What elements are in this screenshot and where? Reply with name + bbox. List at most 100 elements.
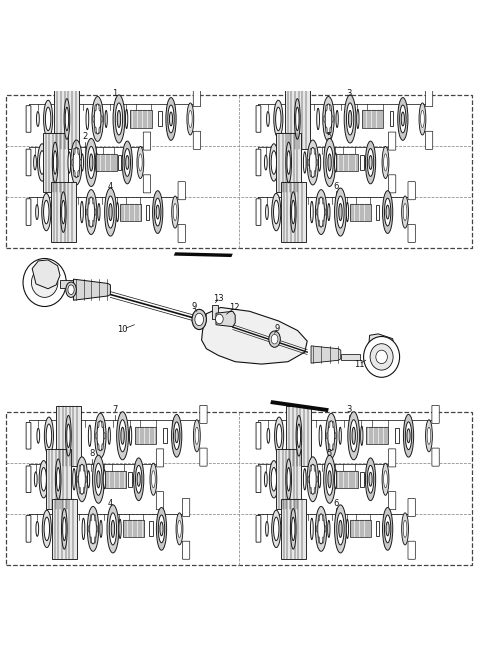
Text: 11: 11	[354, 360, 364, 369]
Ellipse shape	[95, 413, 106, 458]
Ellipse shape	[192, 309, 206, 330]
Bar	[118, 155, 121, 170]
Ellipse shape	[314, 171, 316, 176]
Ellipse shape	[68, 152, 71, 173]
Ellipse shape	[369, 155, 372, 169]
Ellipse shape	[333, 444, 334, 450]
Ellipse shape	[66, 416, 72, 456]
Ellipse shape	[319, 425, 322, 446]
Ellipse shape	[272, 194, 281, 231]
Ellipse shape	[96, 153, 97, 172]
Ellipse shape	[119, 420, 126, 451]
Ellipse shape	[315, 506, 327, 551]
FancyBboxPatch shape	[256, 106, 261, 132]
Ellipse shape	[155, 198, 161, 226]
Ellipse shape	[328, 204, 330, 221]
Ellipse shape	[303, 152, 306, 173]
Ellipse shape	[330, 104, 331, 111]
Ellipse shape	[124, 149, 131, 176]
Ellipse shape	[195, 313, 204, 326]
Ellipse shape	[386, 205, 389, 219]
Ellipse shape	[316, 476, 318, 483]
Ellipse shape	[324, 209, 326, 215]
Bar	[163, 428, 167, 444]
FancyBboxPatch shape	[408, 541, 415, 559]
Text: 3: 3	[347, 89, 352, 98]
Ellipse shape	[316, 525, 318, 532]
Ellipse shape	[90, 537, 92, 543]
Ellipse shape	[352, 427, 355, 444]
Ellipse shape	[37, 143, 47, 181]
Polygon shape	[216, 311, 235, 327]
Ellipse shape	[137, 147, 144, 178]
Bar	[56, 406, 81, 466]
Text: 9: 9	[192, 302, 196, 311]
Ellipse shape	[276, 424, 282, 447]
Ellipse shape	[105, 188, 117, 236]
Ellipse shape	[93, 455, 104, 503]
Ellipse shape	[107, 196, 114, 228]
Ellipse shape	[42, 194, 51, 231]
Text: 4: 4	[108, 498, 113, 508]
Ellipse shape	[323, 220, 324, 226]
Ellipse shape	[82, 518, 85, 539]
Ellipse shape	[78, 148, 79, 155]
Ellipse shape	[92, 97, 103, 141]
FancyBboxPatch shape	[182, 541, 190, 559]
FancyBboxPatch shape	[256, 149, 261, 176]
Ellipse shape	[310, 487, 312, 494]
Ellipse shape	[117, 110, 120, 128]
Ellipse shape	[37, 428, 40, 444]
Ellipse shape	[73, 148, 75, 155]
Ellipse shape	[111, 520, 115, 537]
Ellipse shape	[339, 520, 342, 537]
Ellipse shape	[384, 198, 391, 226]
FancyBboxPatch shape	[200, 448, 207, 466]
Bar	[105, 471, 126, 488]
Bar	[60, 280, 74, 288]
Ellipse shape	[187, 103, 194, 135]
Ellipse shape	[290, 508, 296, 549]
Ellipse shape	[171, 414, 182, 457]
Ellipse shape	[348, 412, 360, 460]
Ellipse shape	[325, 413, 337, 458]
Text: 12: 12	[229, 303, 240, 313]
Ellipse shape	[152, 471, 155, 488]
Ellipse shape	[382, 463, 389, 495]
Ellipse shape	[332, 116, 334, 122]
Ellipse shape	[269, 461, 278, 498]
Bar	[276, 449, 301, 509]
FancyBboxPatch shape	[26, 516, 31, 542]
FancyBboxPatch shape	[408, 182, 415, 200]
Ellipse shape	[98, 204, 100, 221]
Ellipse shape	[115, 103, 122, 135]
Ellipse shape	[46, 107, 51, 131]
Ellipse shape	[95, 209, 96, 215]
FancyBboxPatch shape	[408, 225, 415, 243]
Ellipse shape	[318, 537, 320, 543]
Ellipse shape	[195, 427, 199, 444]
Ellipse shape	[193, 420, 200, 451]
Ellipse shape	[325, 127, 327, 134]
Ellipse shape	[326, 147, 333, 178]
Bar	[54, 89, 79, 149]
FancyBboxPatch shape	[26, 199, 31, 225]
Ellipse shape	[376, 350, 387, 364]
Ellipse shape	[101, 116, 103, 122]
Ellipse shape	[44, 517, 49, 541]
Ellipse shape	[287, 151, 290, 175]
Ellipse shape	[402, 513, 408, 545]
Text: 9: 9	[275, 324, 279, 333]
Ellipse shape	[94, 514, 96, 521]
Ellipse shape	[95, 127, 96, 134]
Ellipse shape	[365, 141, 376, 184]
Ellipse shape	[367, 149, 374, 176]
FancyBboxPatch shape	[178, 225, 185, 243]
Ellipse shape	[168, 105, 174, 133]
Ellipse shape	[90, 514, 92, 521]
Ellipse shape	[95, 463, 102, 495]
Ellipse shape	[108, 427, 110, 444]
Bar	[287, 406, 312, 466]
Ellipse shape	[156, 508, 167, 550]
Ellipse shape	[176, 513, 183, 545]
